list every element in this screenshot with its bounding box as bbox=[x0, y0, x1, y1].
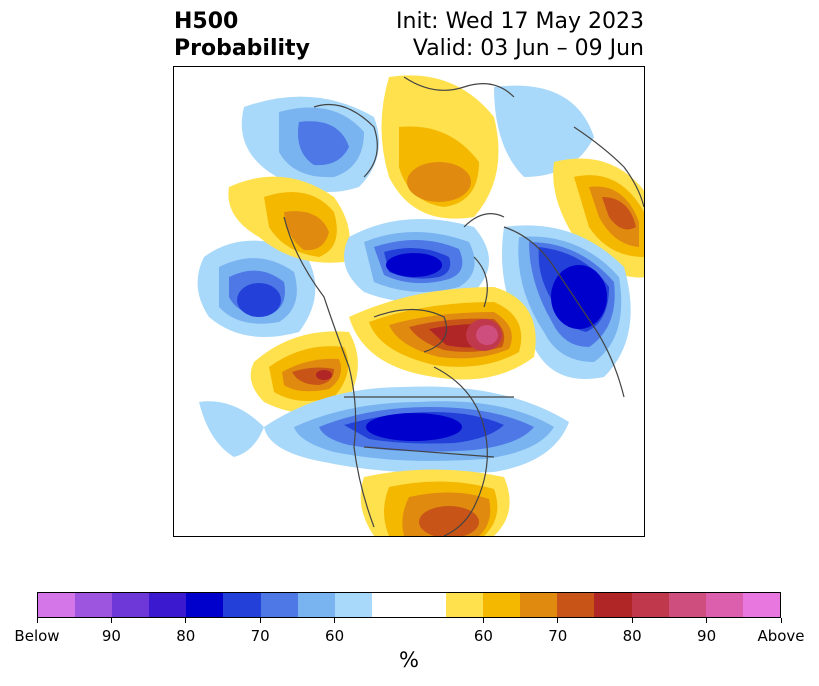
colorbar-tick bbox=[185, 618, 187, 623]
title-product: Probability bbox=[174, 36, 310, 61]
colorbar-segment bbox=[186, 593, 224, 617]
region-western-canada-above bbox=[228, 176, 350, 263]
colorbar-segment bbox=[75, 593, 113, 617]
probability-map bbox=[197, 75, 644, 536]
colorbar-tick bbox=[631, 618, 633, 623]
colorbar-tick bbox=[36, 618, 38, 623]
colorbar-segment bbox=[668, 593, 706, 617]
colorbar-tick-label: 90 bbox=[697, 627, 717, 645]
colorbar-tick-label: 60 bbox=[473, 627, 493, 645]
colorbar-tick-label: Above bbox=[757, 627, 805, 645]
region-siberia-above bbox=[381, 75, 499, 219]
colorbar-tick-label: Below bbox=[14, 627, 60, 645]
region-alaska-below bbox=[241, 96, 379, 192]
coastlines bbox=[283, 76, 644, 536]
region-hudson-above bbox=[349, 287, 536, 380]
map-panel bbox=[173, 66, 645, 537]
colorbar-tick-label: 70 bbox=[250, 627, 270, 645]
title-init: Init: Wed 17 May 2023 bbox=[396, 9, 644, 34]
title-right: Init: Wed 17 May 2023 Valid: 03 Jun – 09… bbox=[396, 8, 644, 62]
colorbar-segment bbox=[705, 593, 743, 617]
colorbar-tick bbox=[482, 618, 484, 623]
colorbar-tick bbox=[334, 618, 336, 623]
colorbar-segment bbox=[223, 593, 261, 617]
colorbar-segment bbox=[334, 593, 372, 617]
colorbar-tick-label: 80 bbox=[176, 627, 196, 645]
title-variable: H500 bbox=[174, 9, 239, 34]
colorbar bbox=[37, 592, 781, 618]
colorbar-segment bbox=[297, 593, 335, 617]
colorbar-segment bbox=[446, 593, 484, 617]
colorbar-tick bbox=[706, 618, 708, 623]
colorbar-segment bbox=[483, 593, 521, 617]
colorbar-segment bbox=[260, 593, 298, 617]
colorbar-tick bbox=[780, 618, 782, 623]
colorbar-tick bbox=[110, 618, 112, 623]
colorbar-tick-label: 60 bbox=[325, 627, 345, 645]
colorbar-segment bbox=[112, 593, 150, 617]
colorbar-segment bbox=[520, 593, 558, 617]
colorbar-tick bbox=[259, 618, 261, 623]
colorbar-segment bbox=[631, 593, 669, 617]
region-conus-below bbox=[264, 386, 569, 474]
colorbar-tick bbox=[557, 618, 559, 623]
title-left: H500 Probability bbox=[174, 8, 310, 62]
colorbar-segment bbox=[742, 593, 780, 617]
region-arctic-below bbox=[344, 219, 489, 302]
colorbar-segment bbox=[557, 593, 595, 617]
colorbar-segment bbox=[594, 593, 632, 617]
region-asia-above bbox=[553, 158, 644, 278]
colorbar-ticks: Below 90 80 70 60 60 70 80 90 Above bbox=[0, 618, 819, 648]
colorbar-tick-label: 70 bbox=[548, 627, 568, 645]
colorbar-segment bbox=[371, 593, 409, 617]
region-pacific-pale-below bbox=[199, 401, 264, 457]
region-north-pacific-below bbox=[197, 240, 316, 337]
region-asia-pale-below bbox=[494, 85, 594, 177]
colorbar-segment bbox=[149, 593, 187, 617]
colorbar-tick-label: 80 bbox=[622, 627, 642, 645]
title-valid: Valid: 03 Jun – 09 Jun bbox=[412, 36, 644, 61]
region-pacific-coast-above bbox=[250, 331, 358, 414]
colorbar-tick-label: 90 bbox=[101, 627, 121, 645]
colorbar-segment bbox=[38, 593, 76, 617]
colorbar-segment bbox=[408, 593, 447, 617]
region-southern-us-above bbox=[360, 469, 510, 536]
colorbar-label: % bbox=[399, 648, 419, 672]
